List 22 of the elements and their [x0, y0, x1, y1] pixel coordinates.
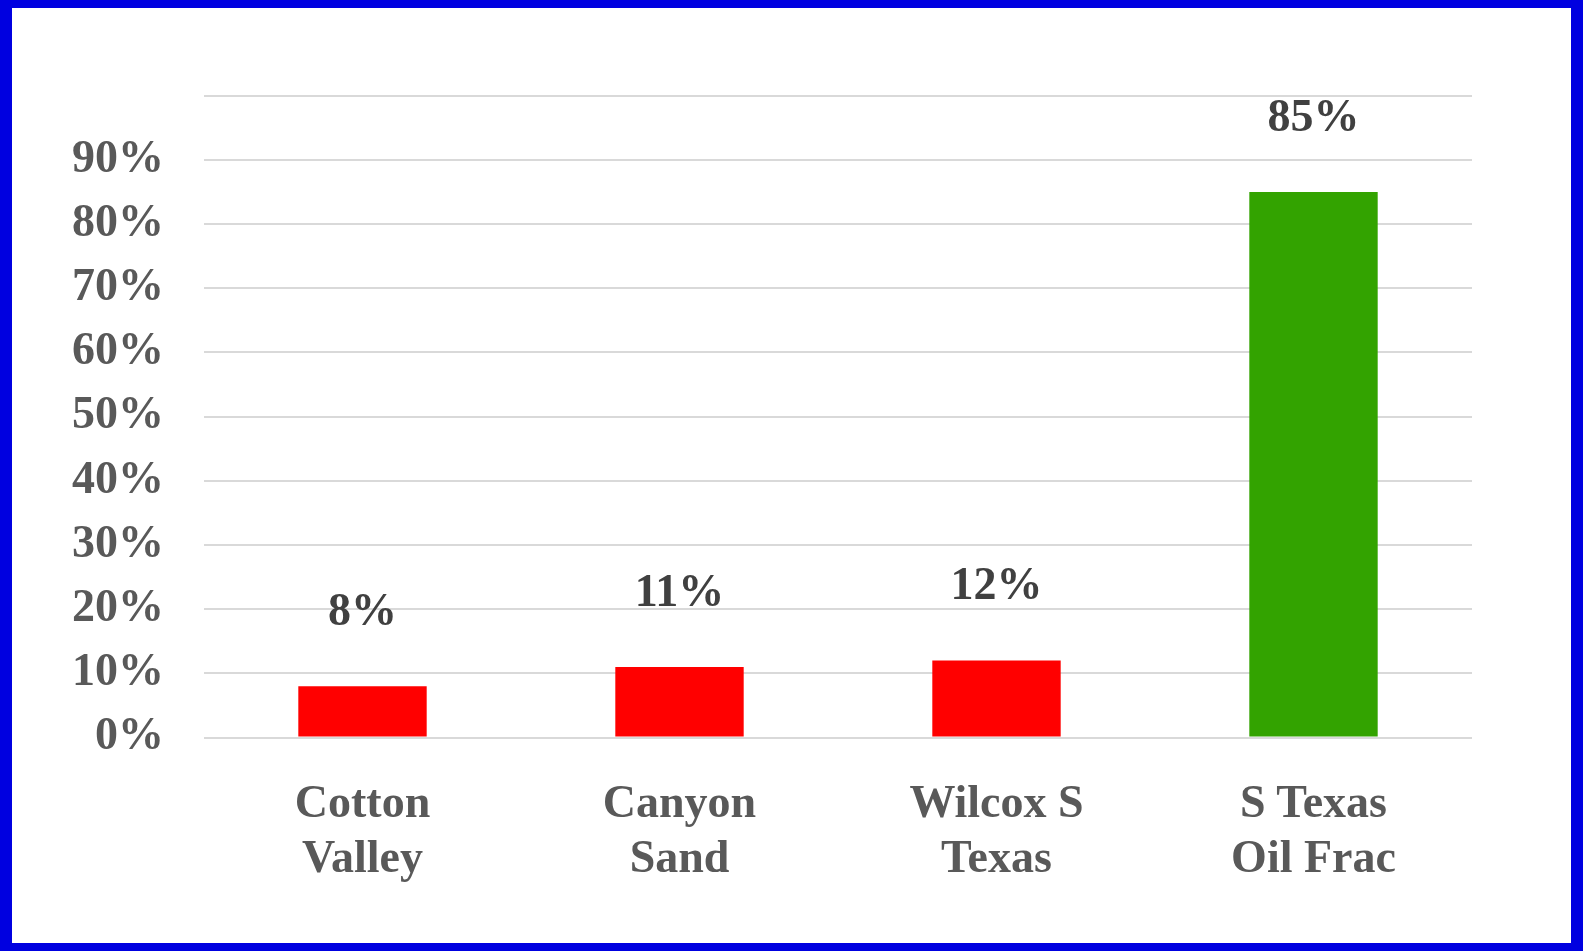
x-tick-label: Cotton Valley [294, 776, 431, 883]
x-tick-label: Wilcox S Texas [909, 776, 1084, 883]
data-label: 8% [328, 584, 397, 636]
x-tick-label: S Texas Oil Frac [1231, 776, 1396, 883]
y-tick-label: 70% [72, 259, 164, 311]
data-label: 85% [1267, 89, 1360, 141]
data-label: 11% [634, 564, 725, 616]
y-tick-label: 0% [95, 708, 164, 760]
y-tick-label: 50% [72, 387, 164, 439]
bar [932, 660, 1061, 737]
bar [1249, 191, 1378, 737]
y-tick-label: 10% [72, 644, 164, 696]
y-tick-label: 30% [72, 515, 164, 567]
y-tick-label: 90% [72, 130, 164, 182]
bar [298, 686, 427, 737]
y-tick-label: 80% [72, 194, 164, 246]
data-label: 12% [950, 558, 1043, 610]
y-tick-label: 20% [72, 580, 164, 632]
x-tick-label: Canyon Sand [602, 776, 757, 883]
y-tick-label: 40% [72, 451, 164, 503]
bar [615, 666, 744, 737]
y-tick-label: 60% [72, 323, 164, 375]
